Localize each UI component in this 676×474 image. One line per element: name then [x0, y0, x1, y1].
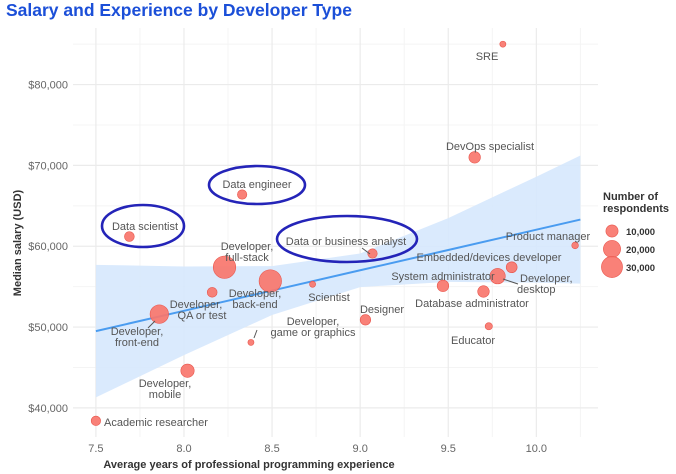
point-label: front-end	[115, 337, 159, 349]
x-tick-label: 7.5	[88, 443, 103, 455]
legend-title: Number of	[603, 191, 658, 203]
x-tick-label: 9.0	[353, 443, 368, 455]
data-point	[206, 287, 218, 298]
point-label: Scientist	[308, 292, 350, 304]
point-label: mobile	[149, 389, 181, 401]
data-point	[436, 279, 450, 292]
y-tick-label: $80,000	[28, 80, 68, 92]
x-tick-label: 8.5	[264, 443, 279, 455]
point-label: desktop	[517, 284, 556, 296]
data-point	[247, 339, 255, 346]
data-point	[499, 40, 507, 48]
point-label: QA or test	[178, 310, 227, 322]
point-label: Developer,	[221, 241, 274, 253]
point-label: Product manager	[506, 231, 591, 243]
highlight-ellipse	[100, 203, 186, 249]
legend-size-key	[601, 256, 623, 278]
point-label: Developer,	[229, 288, 282, 300]
highlight-ellipse	[207, 164, 307, 206]
point-label: full-stack	[225, 252, 269, 264]
x-tick-label: 10.0	[526, 443, 547, 455]
x-axis-title: Average years of professional programmin…	[103, 459, 394, 471]
point-label: Database administrator	[415, 298, 529, 310]
legend-label: 10,000	[626, 227, 655, 238]
y-axis-title: Median salary (USD)	[12, 189, 24, 296]
data-point	[505, 261, 518, 274]
point-label: game or graphics	[271, 327, 356, 339]
legend-label: 20,000	[626, 245, 655, 256]
y-tick-label: $50,000	[28, 322, 68, 334]
data-point	[212, 255, 237, 279]
legend-title: respondents	[603, 203, 669, 215]
label-leader-line	[361, 247, 371, 255]
data-point	[489, 268, 506, 285]
data-point	[367, 248, 378, 259]
point-label: Developer,	[111, 326, 164, 338]
point-label: Developer,	[170, 299, 223, 311]
point-label: Developer,	[287, 316, 340, 328]
legend-size-key	[605, 224, 619, 238]
legend-label: 30,000	[626, 263, 655, 274]
y-tick-label: $70,000	[28, 160, 68, 172]
label-leader-line	[253, 329, 258, 339]
data-point	[571, 241, 579, 250]
point-label: Designer	[360, 304, 404, 316]
label-leader-line	[502, 278, 519, 285]
data-point	[468, 151, 481, 164]
highlight-ellipse	[275, 214, 419, 264]
data-point	[149, 304, 169, 324]
point-label: DevOps specialist	[446, 141, 534, 153]
legend-size-key	[603, 240, 621, 258]
point-label: Embedded/devices developer	[417, 252, 562, 264]
data-point	[258, 269, 282, 293]
point-label: back-end	[232, 299, 277, 311]
data-point	[90, 415, 101, 426]
chart-title: Salary and Experience by Developer Type	[6, 0, 352, 20]
confidence-band	[95, 155, 581, 398]
point-label: Educator	[451, 335, 495, 347]
x-tick-label: 9.5	[441, 443, 456, 455]
data-point	[124, 231, 135, 242]
point-label: SRE	[476, 51, 499, 63]
point-label: Developer,	[520, 273, 573, 285]
y-tick-label: $60,000	[28, 241, 68, 253]
data-point	[309, 280, 316, 288]
point-label: Data or business analyst	[286, 236, 406, 248]
point-label: Data engineer	[222, 179, 291, 191]
data-point	[359, 314, 372, 326]
point-label: System administrator	[391, 271, 495, 283]
trend-line	[95, 218, 581, 333]
data-point	[180, 363, 195, 378]
point-label: Data scientist	[112, 221, 178, 233]
point-label: Developer,	[139, 378, 192, 390]
data-point	[477, 285, 490, 298]
y-tick-label: $40,000	[28, 403, 68, 415]
label-leader-line	[147, 320, 156, 329]
x-tick-label: 8.0	[176, 443, 191, 455]
data-point	[237, 189, 248, 200]
point-label: Academic researcher	[104, 417, 208, 429]
data-point	[484, 322, 493, 331]
